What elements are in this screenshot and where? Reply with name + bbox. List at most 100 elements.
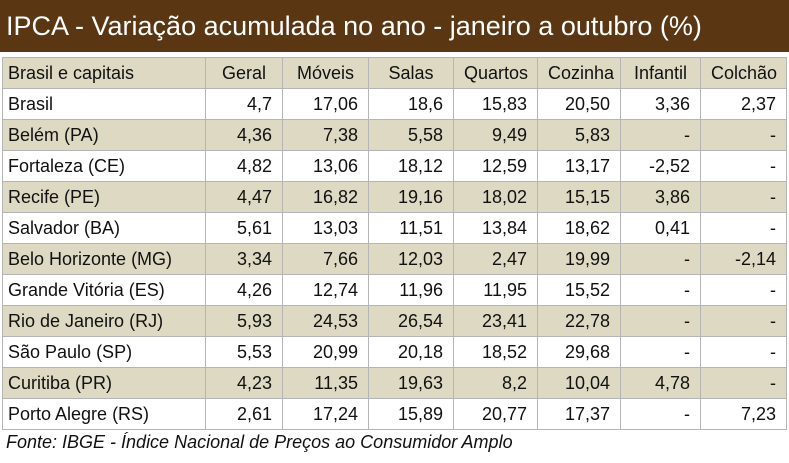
- table-row: Belém (PA) 4,36 7,38 5,58 9,49 5,83- -: [2, 119, 787, 151]
- table-cell: 20,18: [368, 336, 454, 368]
- table-cell: 13,84: [453, 212, 538, 244]
- table-cell: 4,23: [205, 367, 283, 399]
- table-cell: 4,7: [205, 88, 283, 120]
- row-label: Recife (PE): [2, 181, 206, 213]
- row-label: Brasil: [2, 88, 206, 120]
- table-cell: 18,02: [453, 181, 538, 213]
- table-row: Salvador (BA) 5,61 13,03 11,51 13,84 18,62 0,4…: [2, 212, 787, 244]
- table-cell: 11,96: [368, 274, 454, 306]
- table-cell: 4,26: [205, 274, 283, 306]
- row-label: Curitiba (PR): [2, 367, 206, 399]
- table-cell: 7,38: [282, 119, 369, 151]
- table-cell: -: [620, 274, 701, 306]
- table-cell: -: [700, 274, 787, 306]
- table-cell: 4,36: [205, 119, 283, 151]
- table-row: Curitiba (PR) 4,23 11,35 19,63 8,2 10,04 4,78-: [2, 367, 787, 399]
- column-header: Cozinha: [537, 57, 621, 89]
- table-row: Grande Vitória (ES) 4,26 12,74 11,96 11,95 15…: [2, 274, 787, 306]
- table-cell: 0,41: [620, 212, 701, 244]
- table-cell: 4,82: [205, 150, 283, 182]
- table-cell: 5,58: [368, 119, 454, 151]
- table-cell: 18,52: [453, 336, 538, 368]
- table-cell: 19,99: [537, 243, 621, 275]
- table-cell: -: [700, 119, 787, 151]
- table-cell: 26,54: [368, 305, 454, 337]
- table-cell: 2,37: [700, 88, 787, 120]
- row-label: Fortaleza (CE): [2, 150, 206, 182]
- column-header: Móveis: [282, 57, 369, 89]
- table-cell: 5,53: [205, 336, 283, 368]
- data-table: Brasil e capitais Geral Móveis Salas Quartos…: [2, 57, 787, 430]
- table-cell: 13,03: [282, 212, 369, 244]
- table-cell: 17,37: [537, 398, 621, 430]
- table-cell: 19,63: [368, 367, 454, 399]
- table-cell: 17,06: [282, 88, 369, 120]
- table-cell: 12,03: [368, 243, 454, 275]
- table-body: Brasil 4,7 17,06 18,6 15,83 20,50 3,36 2,37 Belé…: [2, 88, 787, 430]
- column-header: Geral: [205, 57, 283, 89]
- table-cell: 12,59: [453, 150, 538, 182]
- table-cell: 7,66: [282, 243, 369, 275]
- table-cell: 5,93: [205, 305, 283, 337]
- table-row: São Paulo (SP) 5,53 20,99 20,18 18,52 29,68- -: [2, 336, 787, 368]
- table-cell: 13,06: [282, 150, 369, 182]
- table-cell: 19,16: [368, 181, 454, 213]
- table-cell: -: [620, 305, 701, 337]
- column-header: Salas: [368, 57, 454, 89]
- source-note: Fonte: IBGE - Índice Nacional de Preços …: [6, 432, 513, 452]
- table-row: Belo Horizonte (MG) 3,34 7,66 12,03 2,47 19,9…: [2, 243, 787, 275]
- table-cell: -2,14: [700, 243, 787, 275]
- table-cell: 3,34: [205, 243, 283, 275]
- table-cell: 7,23: [700, 398, 787, 430]
- table-cell: 18,6: [368, 88, 454, 120]
- table-cell: -: [620, 243, 701, 275]
- table-cell: 18,12: [368, 150, 454, 182]
- column-header: Infantil: [620, 57, 701, 89]
- row-label: Rio de Janeiro (RJ): [2, 305, 206, 337]
- table-cell: -: [620, 336, 701, 368]
- table-cell: -: [700, 367, 787, 399]
- title-bar: IPCA - Variação acumulada no ano - janei…: [0, 0, 789, 52]
- table-cell: 11,35: [282, 367, 369, 399]
- table-cell: 15,15: [537, 181, 621, 213]
- table-cell: 11,95: [453, 274, 538, 306]
- table-cell: -: [700, 305, 787, 337]
- table-cell: 13,17: [537, 150, 621, 182]
- row-label: Grande Vitória (ES): [2, 274, 206, 306]
- table-cell: -: [700, 336, 787, 368]
- row-label: São Paulo (SP): [2, 336, 206, 368]
- table-row: Recife (PE) 4,47 16,82 19,16 18,02 15,15 3,86-: [2, 181, 787, 213]
- table-cell: -: [620, 119, 701, 151]
- table-cell: -: [700, 181, 787, 213]
- table-cell: 29,68: [537, 336, 621, 368]
- table-cell: 20,99: [282, 336, 369, 368]
- table-cell: 15,89: [368, 398, 454, 430]
- column-header: Brasil e capitais: [2, 57, 206, 89]
- table-cell: 4,47: [205, 181, 283, 213]
- table-cell: 2,61: [205, 398, 283, 430]
- table-cell: 9,49: [453, 119, 538, 151]
- table-cell: 3,86: [620, 181, 701, 213]
- column-header: Quartos: [453, 57, 538, 89]
- table-cell: -: [620, 398, 701, 430]
- table-cell: 20,77: [453, 398, 538, 430]
- table-row: Porto Alegre (RS) 2,61 17,24 15,89 20,77 17,3…: [2, 398, 787, 430]
- row-label: Salvador (BA): [2, 212, 206, 244]
- table-cell: 8,2: [453, 367, 538, 399]
- table-cell: 12,74: [282, 274, 369, 306]
- table-cell: 22,78: [537, 305, 621, 337]
- table-cell: 20,50: [537, 88, 621, 120]
- table-cell: 16,82: [282, 181, 369, 213]
- table-cell: 2,47: [453, 243, 538, 275]
- header-row: Brasil e capitais Geral Móveis Salas Quartos…: [2, 57, 787, 89]
- table-cell: -: [700, 150, 787, 182]
- table-row: Brasil 4,7 17,06 18,6 15,83 20,50 3,36 2,37: [2, 88, 787, 120]
- table-cell: 5,83: [537, 119, 621, 151]
- table-cell: 18,62: [537, 212, 621, 244]
- table-cell: 10,04: [537, 367, 621, 399]
- table-cell: 5,61: [205, 212, 283, 244]
- table-cell: 11,51: [368, 212, 454, 244]
- table-cell: 15,52: [537, 274, 621, 306]
- table-cell: 23,41: [453, 305, 538, 337]
